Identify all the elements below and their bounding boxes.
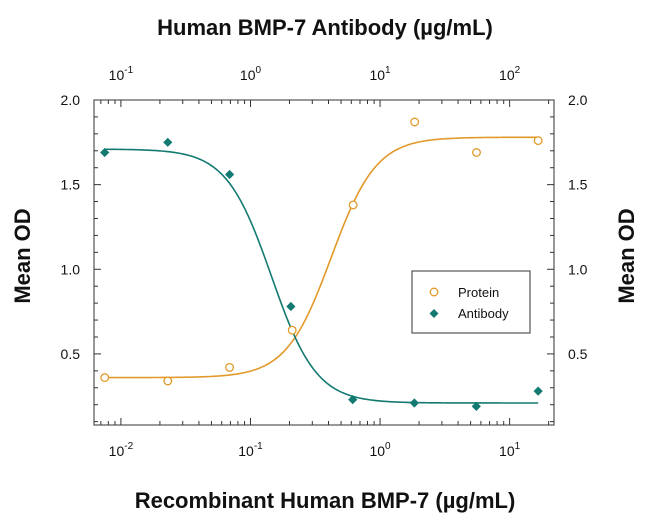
left-axis-tick-label: 1.5 bbox=[61, 177, 81, 193]
top-axis-tick-label: 10-1 bbox=[109, 65, 134, 83]
data-point-protein bbox=[163, 376, 173, 386]
bottom-axis-tick-label: 101 bbox=[499, 441, 521, 459]
fit-curve-protein bbox=[104, 136, 539, 379]
left-axis-title: Mean OD bbox=[10, 208, 35, 303]
left-axis-tick-label: 0.5 bbox=[61, 346, 81, 362]
right-axis-title: Mean OD bbox=[614, 208, 639, 303]
data-point-protein bbox=[225, 362, 235, 372]
left-axis-tick-label: 1.0 bbox=[61, 261, 81, 277]
legend-antibody-marker bbox=[429, 309, 439, 318]
bottom-axis-title: Recombinant Human BMP-7 (µg/mL) bbox=[135, 488, 516, 513]
data-point-antibody bbox=[348, 395, 358, 405]
data-point-antibody bbox=[471, 401, 481, 411]
legend: Protein Antibody bbox=[411, 270, 531, 334]
top-axis-tick-label: 102 bbox=[499, 65, 521, 83]
data-point-antibody bbox=[409, 398, 419, 408]
data-point-protein bbox=[287, 325, 297, 335]
top-axis-title: Human BMP-7 Antibody (µg/mL) bbox=[157, 15, 493, 40]
top-axis-tick-label: 100 bbox=[240, 65, 262, 83]
fit-curve-antibody bbox=[104, 148, 539, 404]
right-axis-tick-label: 1.5 bbox=[568, 177, 588, 193]
data-point-antibody bbox=[224, 169, 235, 180]
plot-frame bbox=[93, 99, 555, 426]
legend-antibody-label: Antibody bbox=[458, 306, 509, 321]
legend-protein-marker bbox=[429, 287, 439, 297]
bottom-axis-tick-label: 10-2 bbox=[109, 441, 134, 459]
data-point-protein bbox=[472, 148, 481, 157]
points-layer bbox=[100, 117, 543, 411]
bottom-axis-tick-label: 10-1 bbox=[238, 441, 263, 459]
data-point-protein bbox=[348, 200, 358, 210]
right-axis-tick-label: 1.0 bbox=[568, 261, 588, 277]
legend-protein-label: Protein bbox=[458, 285, 499, 300]
data-point-antibody bbox=[163, 137, 173, 147]
data-point-antibody bbox=[533, 386, 543, 396]
data-point-protein bbox=[410, 117, 420, 127]
curves-layer bbox=[104, 136, 539, 404]
data-point-protein bbox=[100, 373, 110, 383]
left-axis-tick-label: 2.0 bbox=[61, 92, 81, 108]
data-point-protein bbox=[533, 136, 543, 146]
legend-box bbox=[411, 270, 531, 334]
data-point-antibody bbox=[286, 301, 296, 312]
data-point-antibody bbox=[100, 147, 110, 158]
right-axis-tick-label: 2.0 bbox=[568, 92, 588, 108]
ticks-layer: 10-2 10-1 100 101 10-1 100 101 102 0.5 1.0 1.5 2.0 0… bbox=[61, 65, 588, 459]
right-axis-tick-label: 0.5 bbox=[568, 346, 588, 362]
top-axis-tick-label: 101 bbox=[369, 65, 391, 83]
bottom-axis-tick-label: 100 bbox=[369, 441, 391, 459]
